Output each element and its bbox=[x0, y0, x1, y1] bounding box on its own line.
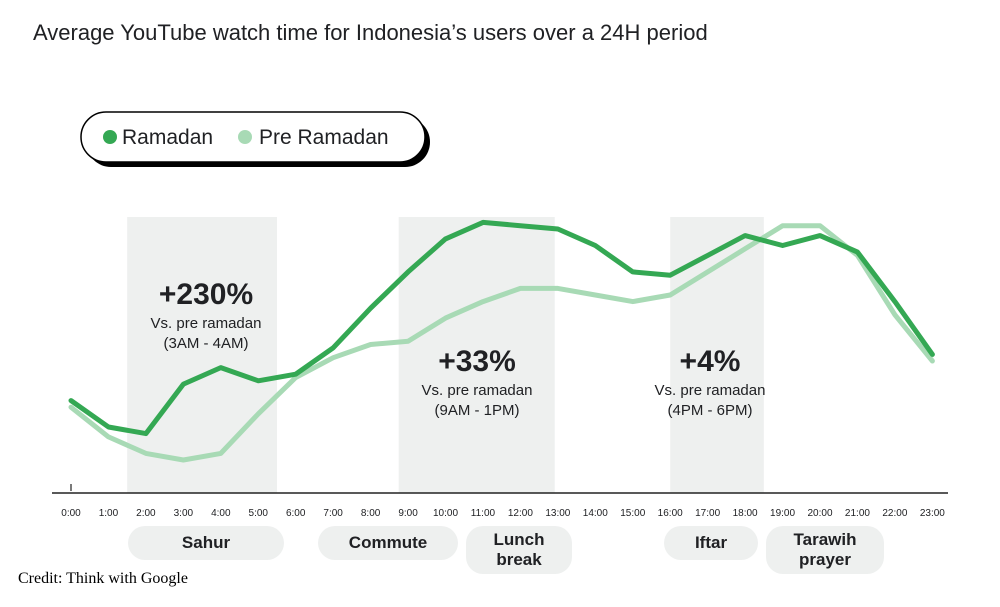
period-label: Tarawih bbox=[794, 530, 857, 549]
highlight-band-2 bbox=[670, 217, 764, 493]
period-pill bbox=[664, 526, 758, 560]
chart-title: Average YouTube watch time for Indonesia… bbox=[33, 20, 708, 45]
x-tick-label: 15:00 bbox=[620, 508, 645, 519]
x-tick-label: 5:00 bbox=[249, 508, 269, 519]
stat-value: +4% bbox=[680, 345, 741, 378]
x-tick-label: 9:00 bbox=[398, 508, 418, 519]
x-tick-label: 16:00 bbox=[658, 508, 683, 519]
period-label: Iftar bbox=[695, 533, 728, 552]
x-tick-label: 2:00 bbox=[136, 508, 156, 519]
x-tick-label: 8:00 bbox=[361, 508, 381, 519]
legend-label: Pre Ramadan bbox=[259, 126, 389, 149]
x-tick-label: 13:00 bbox=[545, 508, 570, 519]
period-label: prayer bbox=[799, 550, 851, 569]
highlight-band-0 bbox=[127, 217, 277, 493]
legend-box bbox=[80, 111, 426, 163]
x-axis: 0:00 1:00 2:00 3:00 4:00 5:00 6:00 7:00 8:00 9:00… bbox=[52, 484, 948, 519]
x-tick-label: 14:00 bbox=[583, 508, 608, 519]
legend: Ramadan Pre Ramadan bbox=[80, 111, 430, 167]
series-lines bbox=[68, 219, 935, 463]
stat-caption: Vs. pre ramadan bbox=[151, 315, 262, 332]
period-pill bbox=[318, 526, 458, 560]
series-line-ramadan bbox=[68, 219, 935, 437]
period-pill bbox=[766, 526, 884, 574]
x-tick-label: 4:00 bbox=[211, 508, 231, 519]
x-tick-label: 10:00 bbox=[433, 508, 458, 519]
period-pill bbox=[466, 526, 572, 574]
period-label: break bbox=[496, 550, 542, 569]
stat-caption: Vs. pre ramadan bbox=[422, 382, 533, 399]
stat-time-range: (3AM - 4AM) bbox=[163, 335, 248, 352]
highlight-bands bbox=[127, 217, 764, 493]
x-tick-label: 1:00 bbox=[99, 508, 119, 519]
period-label: Lunch bbox=[494, 530, 545, 549]
period-label: Commute bbox=[349, 533, 427, 552]
x-tick-label: 17:00 bbox=[695, 508, 720, 519]
stat-value: +230% bbox=[159, 278, 253, 311]
x-tick-label: 23:00 bbox=[920, 508, 945, 519]
x-tick-label: 20:00 bbox=[807, 508, 832, 519]
x-tick-label: 21:00 bbox=[845, 508, 870, 519]
period-label: Sahur bbox=[182, 533, 231, 552]
legend-swatch bbox=[103, 130, 117, 144]
legend-swatch bbox=[238, 130, 252, 144]
x-tick-label: 22:00 bbox=[882, 508, 907, 519]
series-line-pre-ramadan bbox=[68, 223, 935, 463]
x-tick-label: 12:00 bbox=[508, 508, 533, 519]
stat-time-range: (9AM - 1PM) bbox=[434, 402, 519, 419]
annotations: +230% Vs. pre ramadan (3AM - 4AM) +33% Vs. p… bbox=[151, 278, 766, 419]
x-tick-label: 0:00 bbox=[61, 508, 81, 519]
legend-label: Ramadan bbox=[122, 126, 213, 149]
x-tick-label: 19:00 bbox=[770, 508, 795, 519]
x-tick-label: 7:00 bbox=[323, 508, 343, 519]
period-pill bbox=[128, 526, 284, 560]
x-tick-label: 3:00 bbox=[174, 508, 194, 519]
stat-time-range: (4PM - 6PM) bbox=[667, 402, 752, 419]
stat-caption: Vs. pre ramadan bbox=[655, 382, 766, 399]
credit-text: Credit: Think with Google bbox=[18, 570, 188, 587]
x-tick-label: 6:00 bbox=[286, 508, 306, 519]
x-tick-label: 18:00 bbox=[733, 508, 758, 519]
highlight-band-1 bbox=[398, 217, 555, 493]
stat-value: +33% bbox=[438, 345, 516, 378]
x-tick-label: 11:00 bbox=[471, 508, 496, 519]
